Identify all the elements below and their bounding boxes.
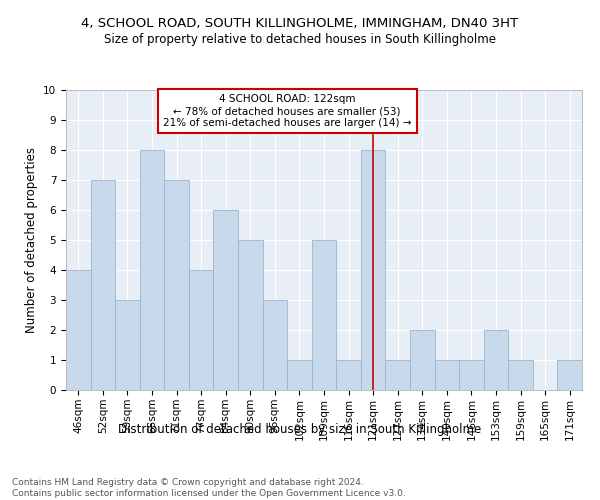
Bar — [214, 210, 238, 390]
Bar — [434, 360, 459, 390]
Bar — [484, 330, 508, 390]
Bar — [263, 300, 287, 390]
Bar — [115, 300, 140, 390]
Bar — [459, 360, 484, 390]
Bar — [66, 270, 91, 390]
Bar — [238, 240, 263, 390]
Text: Size of property relative to detached houses in South Killingholme: Size of property relative to detached ho… — [104, 32, 496, 46]
Bar — [361, 150, 385, 390]
Bar — [287, 360, 312, 390]
Y-axis label: Number of detached properties: Number of detached properties — [25, 147, 38, 333]
Bar — [189, 270, 214, 390]
Bar — [336, 360, 361, 390]
Bar — [312, 240, 336, 390]
Text: 4 SCHOOL ROAD: 122sqm
← 78% of detached houses are smaller (53)
21% of semi-deta: 4 SCHOOL ROAD: 122sqm ← 78% of detached … — [163, 94, 412, 128]
Text: Contains HM Land Registry data © Crown copyright and database right 2024.
Contai: Contains HM Land Registry data © Crown c… — [12, 478, 406, 498]
Text: Distribution of detached houses by size in South Killingholme: Distribution of detached houses by size … — [118, 422, 482, 436]
Bar — [91, 180, 115, 390]
Bar — [508, 360, 533, 390]
Bar — [557, 360, 582, 390]
Bar — [410, 330, 434, 390]
Bar — [140, 150, 164, 390]
Bar — [385, 360, 410, 390]
Bar — [164, 180, 189, 390]
Text: 4, SCHOOL ROAD, SOUTH KILLINGHOLME, IMMINGHAM, DN40 3HT: 4, SCHOOL ROAD, SOUTH KILLINGHOLME, IMMI… — [82, 18, 518, 30]
